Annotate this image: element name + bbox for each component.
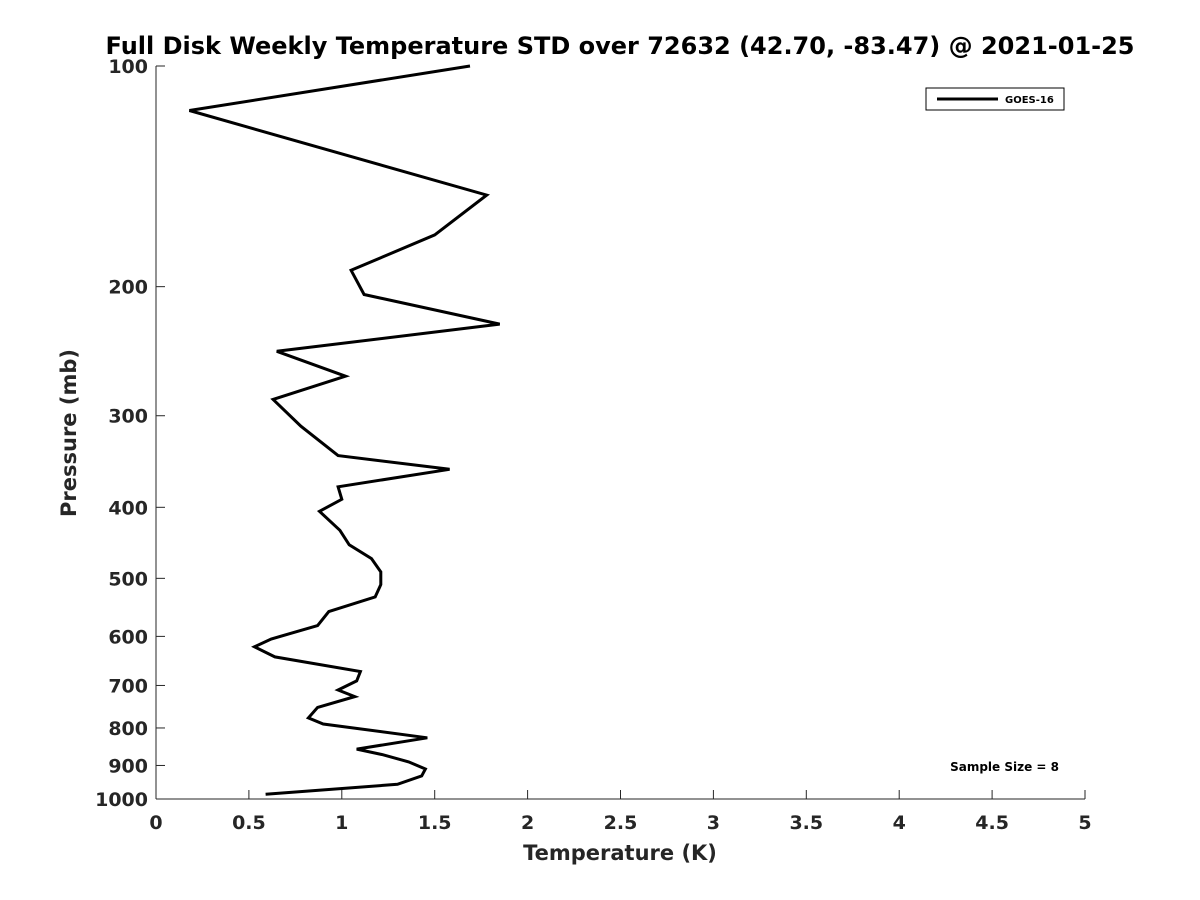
x-tick-label: 1	[335, 812, 348, 834]
y-tick-label: 800	[108, 718, 148, 740]
y-tick-label: 700	[108, 675, 148, 697]
x-tick-label: 2	[521, 812, 534, 834]
x-tick-label: 4.5	[975, 812, 1009, 834]
y-tick-label: 500	[108, 568, 148, 590]
y-tick-label: 200	[108, 277, 148, 299]
x-tick-label: 4	[893, 812, 906, 834]
legend-label: GOES-16	[1005, 95, 1054, 106]
x-tick-label: 3	[707, 812, 720, 834]
x-tick-label: 2.5	[604, 812, 638, 834]
x-tick-label: 0.5	[232, 812, 266, 834]
series-layer	[188, 64, 501, 796]
y-tick-label: 900	[108, 755, 148, 777]
x-tick-label: 0	[149, 812, 162, 834]
x-tick-label: 5	[1078, 812, 1091, 834]
ticks: 0 0.5 1 1.5 2 2.5 3 3.5 4 4.5 5 100 200 300 400 500 600 7…	[95, 56, 1092, 834]
y-tick-label: 1000	[95, 789, 148, 811]
legend: GOES-16	[925, 87, 1065, 111]
x-tick-label: 1.5	[418, 812, 452, 834]
y-axis-label: Pressure (mb)	[57, 349, 81, 517]
x-tick-label: 3.5	[789, 812, 823, 834]
series-line	[188, 64, 501, 796]
y-tick-label: 100	[108, 56, 148, 78]
sample-size-annotation: Sample Size = 8	[950, 760, 1059, 774]
x-axis-label: Temperature (K)	[523, 841, 717, 865]
y-tick-label: 600	[108, 626, 148, 648]
y-tick-label: 300	[108, 406, 148, 428]
chart-title: Full Disk Weekly Temperature STD over 72…	[106, 32, 1135, 60]
y-tick-label: 400	[108, 497, 148, 519]
